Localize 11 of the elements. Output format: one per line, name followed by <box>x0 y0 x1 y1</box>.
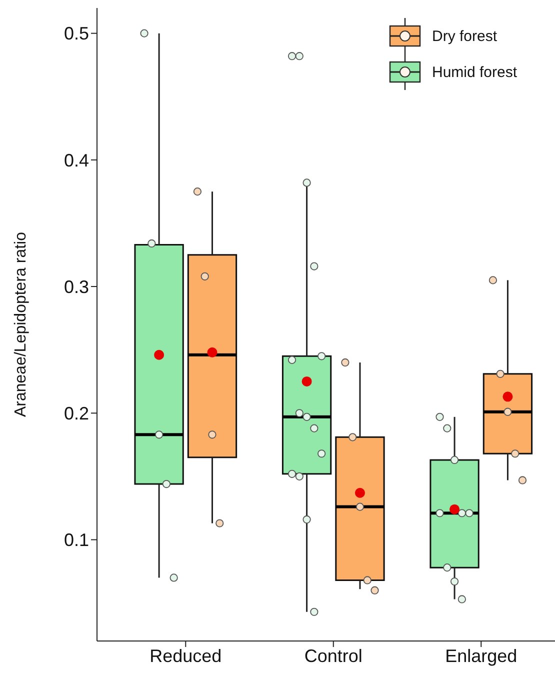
legend-label: Humid forest <box>432 64 518 80</box>
y-axis-title: Araneae/Lepidoptera ratio <box>12 232 30 418</box>
y-tick-label: 0.5 <box>64 24 89 44</box>
y-tick-label: 0.4 <box>64 150 89 170</box>
y-tick-label: 0.3 <box>64 276 89 297</box>
x-tick-label: Reduced <box>150 646 222 666</box>
x-tick-label: Control <box>304 646 362 666</box>
y-tick-label: 0.1 <box>64 530 89 550</box>
y-tick-label: 0.2 <box>64 404 89 424</box>
legend-label: Dry forest <box>432 28 498 44</box>
x-tick-label: Enlarged <box>445 646 518 666</box>
